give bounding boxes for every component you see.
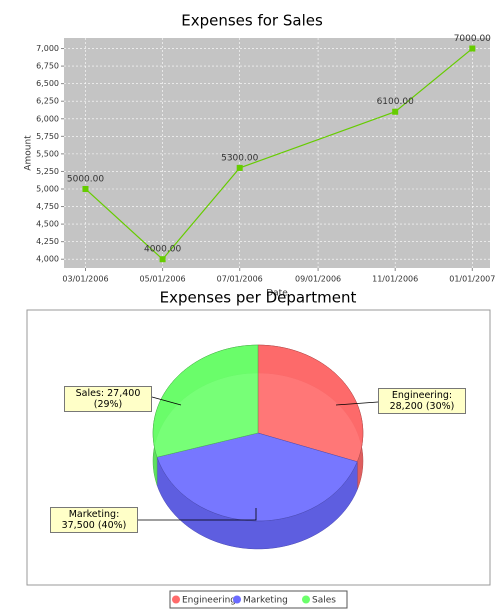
plot-area — [64, 38, 490, 268]
data-point — [236, 164, 243, 171]
pie-slice — [152, 344, 259, 458]
y-tick-label: 5,750 — [36, 132, 59, 141]
data-label: Sales: 27,400 (29%) — [64, 386, 152, 412]
y-tick-label: 6,750 — [36, 62, 59, 71]
x-tick-label: 11/01/2006 — [372, 275, 418, 284]
legend-label: Engineering — [182, 596, 236, 606]
x-tick-label: 01/01/2007 — [449, 275, 495, 284]
leader-line — [151, 396, 182, 406]
pie-slice — [156, 432, 358, 522]
y-tick-label: 6,000 — [36, 114, 59, 123]
data-label: 6100.00 — [377, 97, 414, 107]
data-label: 5000.00 — [67, 174, 104, 184]
legend-marker — [302, 595, 310, 604]
chart-title: Expenses for Sales — [181, 12, 323, 30]
y-tick-label: 4,500 — [36, 220, 59, 229]
x-tick-label: 07/01/2006 — [217, 275, 263, 284]
x-tick-label: 09/01/2006 — [295, 275, 341, 284]
legend-label: Marketing — [243, 596, 288, 606]
legend-marker — [233, 595, 241, 604]
x-axis-label: Date — [266, 289, 288, 299]
data-label: 7000.00 — [454, 34, 491, 44]
y-tick-label: 6,500 — [36, 79, 59, 88]
leader-line — [138, 508, 257, 521]
y-tick-label: 4,250 — [36, 237, 59, 246]
x-tick-label: 05/01/2006 — [140, 275, 186, 284]
leader-line — [335, 401, 379, 406]
data-point — [159, 256, 166, 263]
y-tick-label: 5,000 — [36, 184, 59, 193]
legend-label: Sales — [312, 596, 336, 606]
data-point — [469, 45, 476, 52]
data-point — [392, 108, 399, 115]
x-tick-label: 03/01/2006 — [62, 275, 108, 284]
y-tick-label: 6,250 — [36, 97, 59, 106]
y-tick-label: 5,500 — [36, 149, 59, 158]
legend — [169, 590, 348, 609]
data-label: Marketing: 37,500 (40%) — [50, 507, 138, 533]
data-label: Engineering: 28,200 (30%) — [378, 388, 466, 414]
legend-marker — [172, 595, 180, 604]
y-tick-label: 7,000 — [36, 44, 59, 53]
pie-slice — [257, 344, 364, 463]
data-label: 5300.00 — [221, 153, 258, 163]
chart-title: Expenses per Department — [160, 289, 357, 307]
y-axis-label: Amount — [24, 135, 34, 171]
y-tick-label: 4,750 — [36, 202, 59, 211]
y-tick-label: 4,000 — [36, 255, 59, 264]
y-tick-label: 5,250 — [36, 167, 59, 176]
data-label: 4000.00 — [144, 245, 181, 255]
data-point — [82, 185, 89, 192]
